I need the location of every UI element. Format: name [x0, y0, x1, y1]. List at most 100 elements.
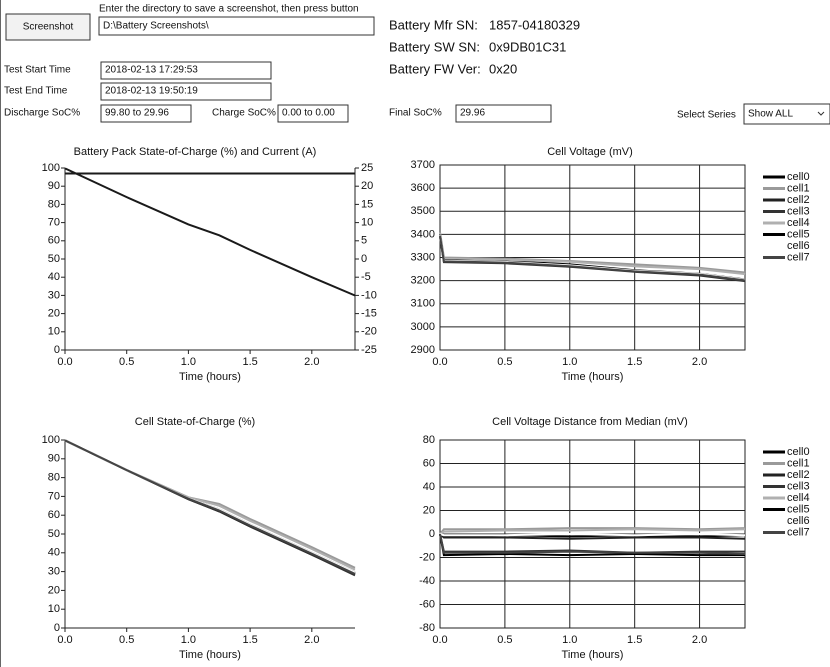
legend-label: cell2 [787, 469, 810, 481]
legend-label: cell4 [787, 217, 810, 229]
y-tick-label: 3400 [411, 228, 435, 240]
x-tick-label: 1.5 [242, 634, 257, 646]
y-tick-label: 10 [48, 603, 60, 615]
test-end-field[interactable] [100, 82, 272, 101]
legend-label: cell6 [787, 515, 810, 527]
y-tick-label: 0 [54, 344, 60, 356]
x-tick-label: 1.5 [627, 356, 642, 368]
y-tick-label: 3300 [411, 251, 435, 263]
y-tick-label: 40 [48, 271, 60, 283]
screenshot-button-label[interactable]: Screenshot [23, 22, 74, 33]
legend-label: cell0 [787, 446, 810, 458]
sw-sn-value: 0x9DB01C31 [489, 39, 566, 54]
final-value[interactable]: 29.96 [460, 108, 485, 119]
charge-label: Charge SoC% [212, 108, 276, 119]
legend-label: cell1 [787, 457, 810, 469]
discharge-value[interactable]: 99.80 to 29.96 [105, 108, 169, 119]
y-tick-label: 30 [48, 289, 60, 301]
y-tick-label: 70 [48, 490, 60, 502]
y-tick-label: 3100 [411, 298, 435, 310]
discharge-field[interactable] [100, 104, 192, 123]
chart-title: Cell State-of-Charge (%) [135, 416, 255, 428]
y-tick-label: 3500 [411, 205, 435, 217]
directory-value[interactable]: D:\Battery Screenshots\ [103, 21, 209, 32]
legend-label: cell0 [787, 171, 810, 183]
y-tick-label: -20 [419, 551, 435, 563]
y-tick-label: 20 [423, 504, 435, 516]
legend-label: cell5 [787, 228, 810, 240]
y-tick-label: -60 [419, 598, 435, 610]
y-tick-label: 80 [48, 198, 60, 210]
y-tick-label: 20 [48, 308, 60, 320]
fw-ver-label: Battery FW Ver: [389, 61, 481, 76]
x-tick-label: 0.0 [57, 356, 72, 368]
y-tick-label: 20 [48, 584, 60, 596]
x-tick-label: 0.5 [119, 634, 134, 646]
x-tick-label: 0.5 [497, 634, 512, 646]
y-tick-label: 60 [423, 457, 435, 469]
x-tick-label: 0.5 [119, 356, 134, 368]
y2-tick-label: 15 [361, 198, 373, 210]
x-tick-label: 1.5 [242, 356, 257, 368]
y2-tick-label: 5 [361, 235, 367, 247]
select-series-dropdown[interactable] [743, 103, 830, 125]
legend-label: cell7 [787, 251, 810, 263]
x-tick-label: 1.0 [181, 356, 196, 368]
series-line [439, 527, 746, 535]
charge-value[interactable]: 0.00 to 0.00 [282, 108, 335, 119]
series-line [64, 167, 356, 297]
y-tick-label: 90 [48, 180, 60, 192]
x-tick-label: 0.5 [497, 356, 512, 368]
y-tick-label: 80 [48, 472, 60, 484]
x-axis-label: Time (hours) [179, 649, 241, 661]
y-tick-label: 60 [48, 509, 60, 521]
y2-tick-label: 25 [361, 162, 373, 174]
final-field[interactable] [455, 104, 552, 123]
y-tick-label: 10 [48, 326, 60, 338]
x-tick-label: 1.0 [181, 634, 196, 646]
y2-tick-label: 20 [361, 180, 373, 192]
y2-tick-label: -5 [361, 271, 371, 283]
series-line [439, 532, 746, 537]
x-tick-label: 2.0 [304, 634, 319, 646]
y-tick-label: 50 [48, 253, 60, 265]
final-label: Final SoC% [389, 108, 442, 119]
test-start-label: Test Start Time [4, 65, 71, 76]
test-end-value[interactable]: 2018-02-13 19:50:19 [105, 86, 198, 97]
legend-label: cell4 [787, 492, 810, 504]
dropdown-arrow[interactable] [817, 111, 825, 116]
series-line [439, 533, 746, 540]
x-axis-label: Time (hours) [179, 371, 241, 383]
sw-sn-label: Battery SW SN: [389, 39, 480, 54]
series-line [439, 533, 745, 557]
y-tick-label: 0 [54, 622, 60, 634]
y2-tick-label: -25 [361, 344, 377, 356]
x-tick-label: 1.0 [562, 634, 577, 646]
y2-tick-label: -15 [361, 308, 377, 320]
charge-field[interactable] [277, 104, 349, 123]
legend-label: cell7 [787, 526, 810, 538]
screenshot-button[interactable] [5, 13, 91, 41]
select-series-value[interactable]: Show ALL [748, 109, 793, 120]
test-start-value[interactable]: 2018-02-13 17:29:53 [105, 65, 198, 76]
select-series-label: Select Series [677, 110, 736, 121]
legend-label: cell5 [787, 503, 810, 515]
y-tick-label: 100 [42, 162, 60, 174]
y2-tick-label: 10 [361, 217, 373, 229]
test-start-field[interactable] [100, 61, 272, 80]
legend-label: cell2 [787, 194, 810, 206]
chart-title: Cell Voltage Distance from Median (mV) [492, 416, 688, 428]
y-tick-label: 0 [429, 528, 435, 540]
directory-input[interactable] [98, 16, 375, 36]
legend-label: cell1 [787, 182, 810, 194]
series-line [439, 528, 746, 535]
series-line [64, 439, 356, 575]
mfr-sn-label: Battery Mfr SN: [389, 17, 478, 32]
x-tick-label: 2.0 [304, 356, 319, 368]
y-tick-label: 50 [48, 528, 60, 540]
discharge-label: Discharge SoC% [4, 108, 80, 119]
x-axis-label: Time (hours) [562, 649, 624, 661]
x-tick-label: 1.5 [627, 634, 642, 646]
y-tick-label: 3600 [411, 182, 435, 194]
